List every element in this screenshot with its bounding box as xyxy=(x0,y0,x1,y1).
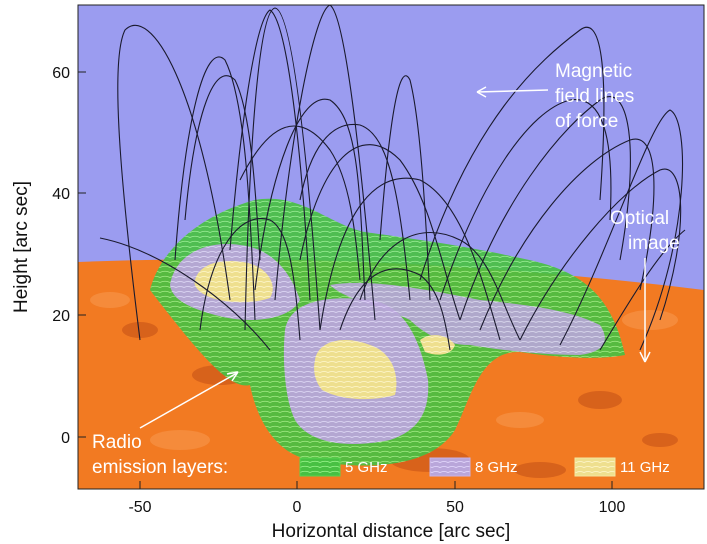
frequency-legend: 5 GHz 8 GHz 11 GHz xyxy=(299,457,670,477)
radio-layer-11ghz-right xyxy=(420,335,455,355)
magnetic-field-annotation: Magnetic field lines of force xyxy=(476,61,634,132)
radio-layer-8ghz-right xyxy=(330,282,605,355)
y-tick-label: 40 xyxy=(52,186,70,203)
photosphere-texture xyxy=(90,292,678,450)
x-tick-label: 50 xyxy=(446,499,464,516)
radio-arrow-line xyxy=(139,372,238,429)
x-axis-title: Horizontal distance [arc sec] xyxy=(272,521,511,542)
magnetic-label-line2: field lines xyxy=(555,86,634,107)
radio-label-line2: emission layers: xyxy=(92,457,228,478)
x-tick-label: 0 xyxy=(293,499,302,516)
y-tick-label: 0 xyxy=(61,430,70,447)
radio-layer-11ghz-center xyxy=(314,340,397,400)
legend-swatch-11ghz xyxy=(574,457,616,477)
plot-frame xyxy=(77,4,705,490)
x-tick-label: -50 xyxy=(128,499,151,516)
radio-arrow-head xyxy=(226,371,239,382)
plot-area xyxy=(78,5,704,489)
optical-label-line2: image xyxy=(628,233,680,254)
y-tick-label: 20 xyxy=(52,308,70,325)
magnetic-arrow-head xyxy=(476,86,487,98)
y-tick-label: 60 xyxy=(52,65,70,82)
optical-label-line1: Optical xyxy=(610,208,669,229)
radio-label-line1: Radio xyxy=(92,432,142,453)
x-tick-label: 100 xyxy=(599,499,626,516)
legend-swatch-8ghz xyxy=(429,457,471,477)
legend-label-11ghz: 11 GHz xyxy=(620,459,670,476)
optical-image-annotation: Optical image xyxy=(610,208,680,363)
magnetic-arrow-line xyxy=(476,89,549,93)
magnetic-label-line1: Magnetic xyxy=(555,61,632,82)
magnetic-field-lines xyxy=(99,5,686,351)
magnetic-label-line3: of force xyxy=(555,111,618,132)
radio-emission-annotation: Radio emission layers: xyxy=(92,371,239,478)
legend-label-5ghz: 5 GHz xyxy=(345,459,388,476)
y-axis-title: Height [arc sec] xyxy=(11,181,32,313)
axis-ticks xyxy=(78,71,613,489)
legend-label-8ghz: 8 GHz xyxy=(475,459,518,476)
legend-swatch-5ghz xyxy=(299,457,341,477)
optical-arrow-head xyxy=(639,351,651,363)
